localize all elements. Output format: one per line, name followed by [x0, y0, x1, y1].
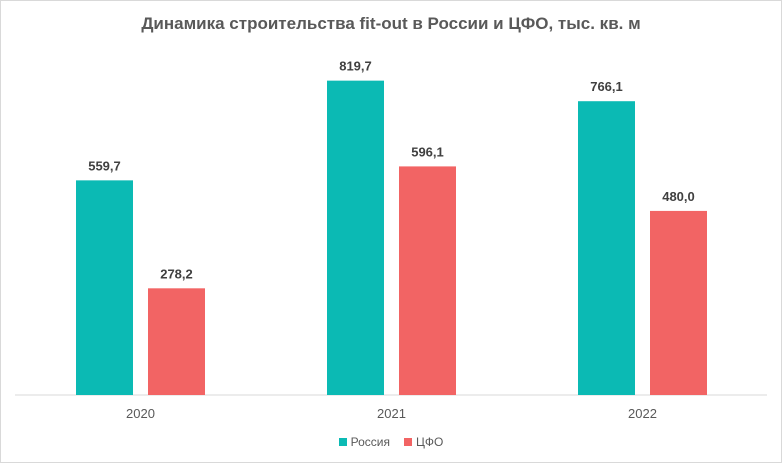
bar-russia-2022 [578, 101, 635, 395]
data-label-cfo-2022: 480,0 [662, 189, 695, 204]
data-label-russia-2021: 819,7 [339, 59, 372, 74]
legend-item-russia: Россия [338, 435, 390, 449]
legend-label-russia: Россия [350, 435, 390, 449]
x-tick-label-2020: 2020 [126, 406, 155, 421]
data-label-cfo-2020: 278,2 [160, 266, 193, 281]
data-label-russia-2020: 559,7 [88, 158, 121, 173]
x-tick-label-2021: 2021 [377, 406, 406, 421]
data-label-cfo-2021: 596,1 [411, 144, 444, 159]
legend-swatch-cfo [404, 438, 412, 446]
legend-label-cfo: ЦФО [416, 435, 444, 449]
bar-cfo-2022 [650, 210, 707, 395]
bar-cfo-2020 [148, 288, 205, 395]
bar-russia-2021 [327, 80, 384, 395]
legend: Россия ЦФО [1, 435, 781, 449]
legend-item-cfo: ЦФО [404, 435, 443, 449]
legend-swatch-russia [338, 438, 347, 446]
x-tick-label-2022: 2022 [628, 406, 657, 421]
chart-title: Динамика строительства fit-out в России … [141, 14, 641, 33]
data-label-russia-2022: 766,1 [590, 79, 623, 94]
bar-cfo-2021 [399, 166, 456, 395]
bar-russia-2020 [76, 180, 133, 395]
